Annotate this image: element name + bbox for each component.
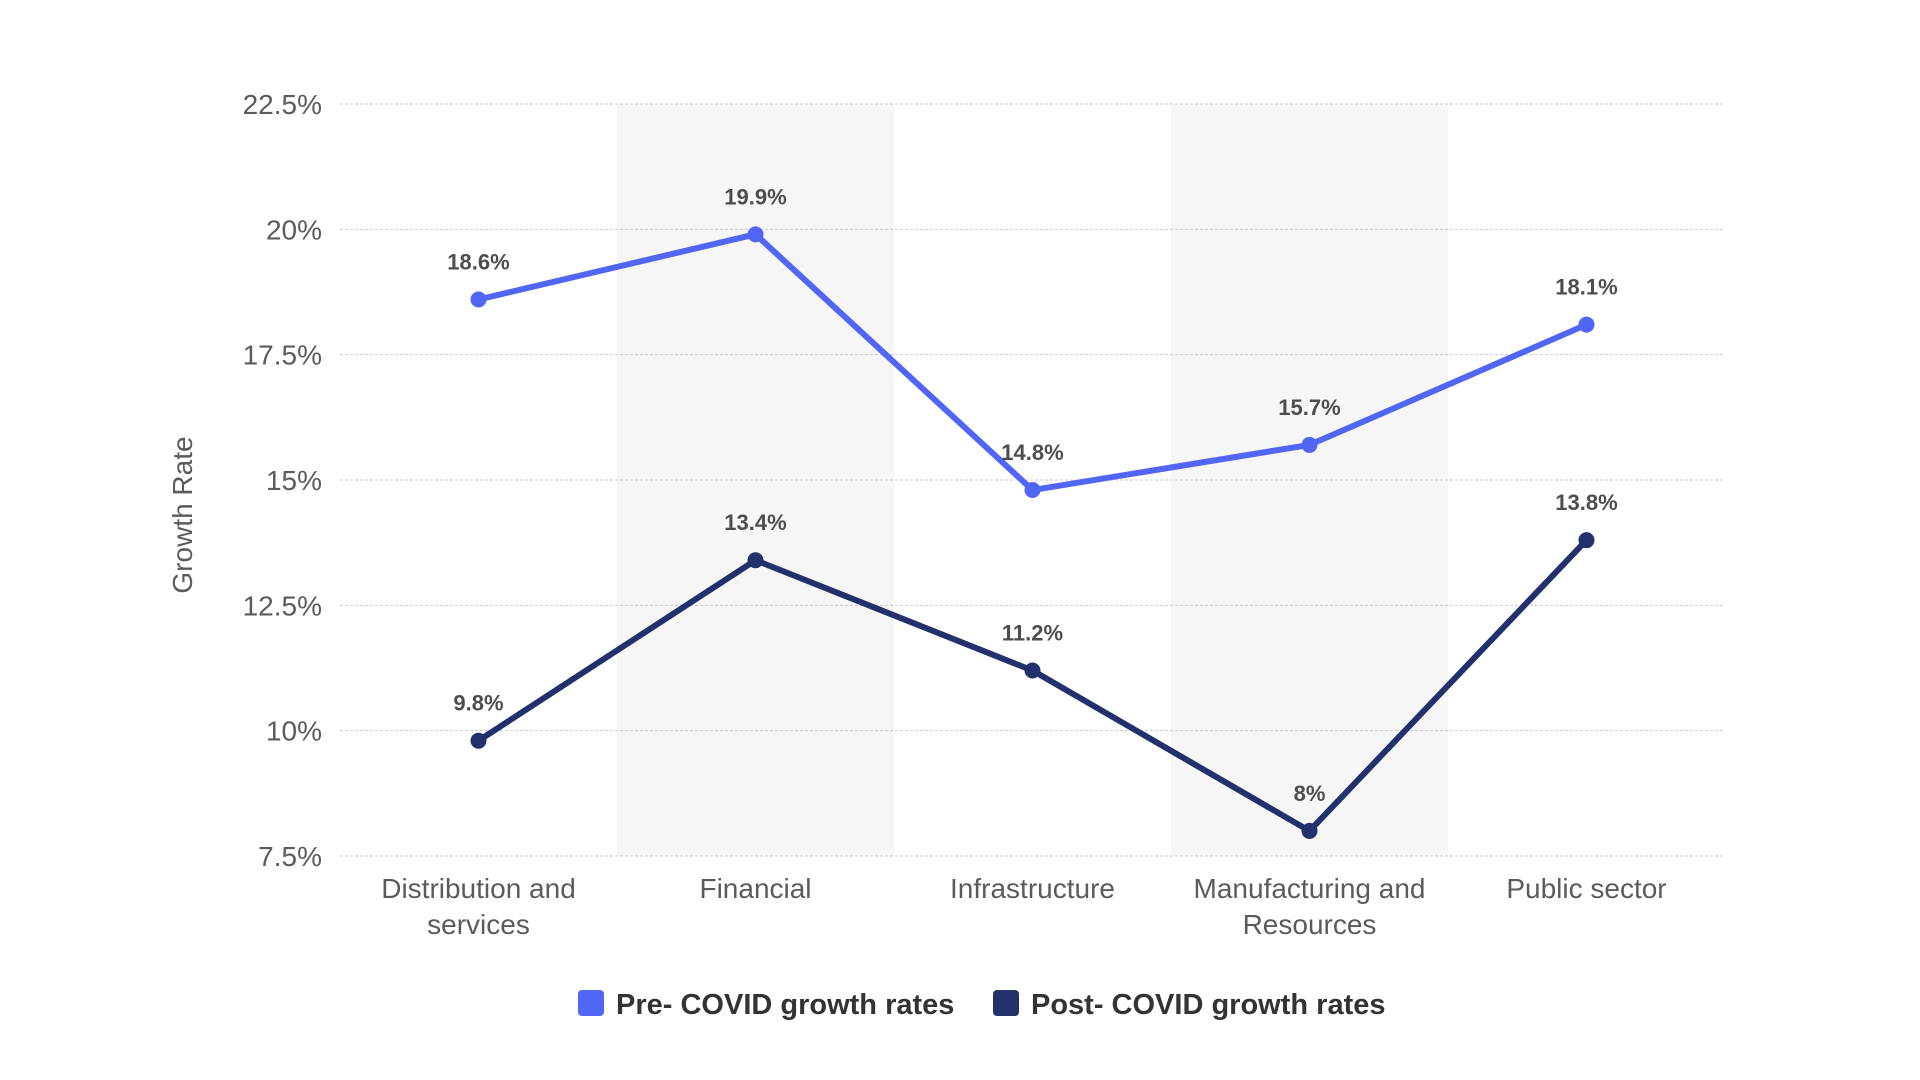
data-label: 14.8% bbox=[1001, 440, 1063, 465]
grid-lines bbox=[340, 103, 1725, 857]
y-tick-label: 15% bbox=[266, 465, 322, 496]
data-point bbox=[1024, 662, 1041, 679]
y-tick-label: 22.5% bbox=[243, 89, 322, 120]
data-label: 19.9% bbox=[724, 184, 786, 209]
legend: Pre- COVID growth rates Post- COVID growt… bbox=[578, 989, 1386, 1021]
data-point bbox=[1024, 482, 1041, 499]
y-axis-label: Growth Rate bbox=[167, 436, 198, 593]
y-tick-label: 12.5% bbox=[243, 590, 322, 621]
data-point bbox=[470, 732, 487, 749]
data-point bbox=[747, 552, 764, 569]
data-label: 9.8% bbox=[453, 691, 503, 716]
legend-label: Post- COVID growth rates bbox=[1031, 989, 1386, 1021]
data-points bbox=[470, 226, 1595, 839]
x-axis-ticks: Distribution and services Financial Infrast… bbox=[381, 873, 1666, 940]
x-tick-label: Distribution and services bbox=[381, 873, 576, 940]
y-tick-label: 17.5% bbox=[243, 340, 322, 371]
data-point bbox=[1301, 822, 1318, 839]
data-label: 18.6% bbox=[447, 250, 509, 275]
y-tick-label: 20% bbox=[266, 214, 322, 245]
y-axis-ticks: 7.5% 10% 12.5% 15% 17.5% 20% 22.5% bbox=[243, 89, 322, 872]
data-label: 8% bbox=[1294, 781, 1326, 806]
x-tick-label: Manufacturing and Resources bbox=[1194, 873, 1426, 940]
data-point bbox=[747, 226, 764, 243]
data-label: 11.2% bbox=[1002, 621, 1063, 646]
legend-label: Pre- COVID growth rates bbox=[616, 989, 954, 1021]
x-tick-label: Financial bbox=[699, 873, 811, 904]
data-point bbox=[1301, 436, 1318, 453]
data-point bbox=[1578, 532, 1595, 549]
y-tick-label: 10% bbox=[266, 716, 322, 747]
data-point bbox=[1578, 316, 1595, 333]
data-label: 15.7% bbox=[1278, 395, 1340, 420]
data-label: 13.8% bbox=[1555, 490, 1617, 515]
legend-swatch bbox=[993, 990, 1019, 1016]
y-tick-label: 7.5% bbox=[258, 841, 322, 872]
x-tick-label: Public sector bbox=[1506, 873, 1666, 904]
data-label: 18.1% bbox=[1555, 275, 1617, 300]
data-point bbox=[470, 291, 487, 308]
data-label: 13.4% bbox=[724, 510, 786, 535]
data-labels: 18.6% 19.9% 14.8% 15.7% 18.1% 9.8% 13.4% 11.2% 8… bbox=[447, 184, 1617, 806]
x-tick-label: Infrastructure bbox=[950, 873, 1115, 904]
legend-swatch bbox=[578, 990, 604, 1016]
